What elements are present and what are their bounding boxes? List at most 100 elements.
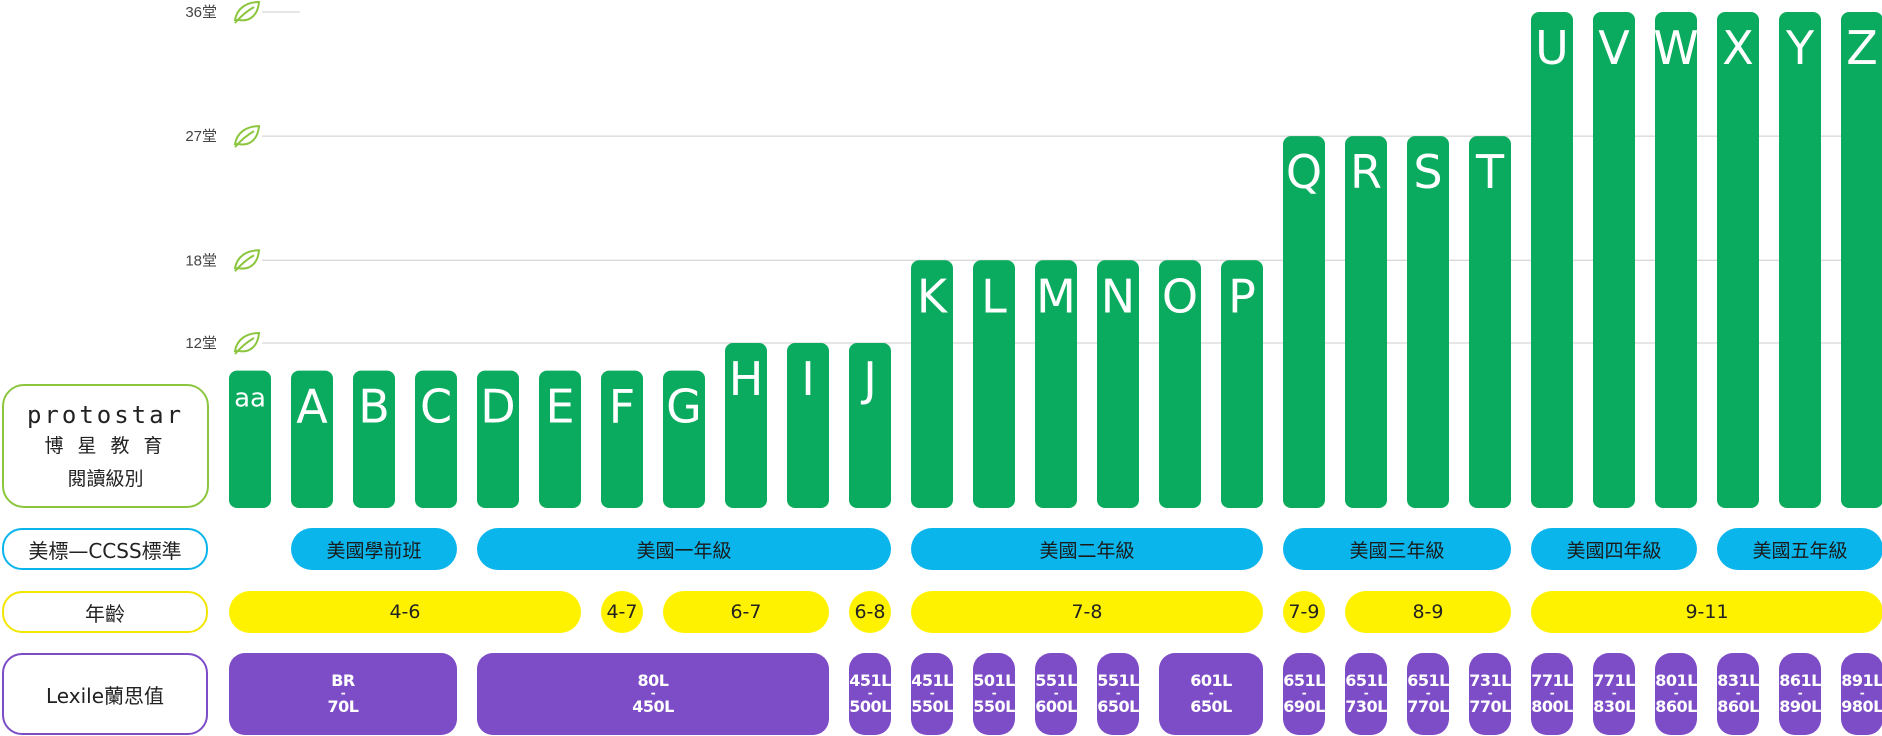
ccss-grade-label: 美國二年級 (1039, 539, 1135, 562)
level-bar-d (477, 370, 519, 508)
lexile-max: 70L (327, 696, 359, 716)
lexile-max: 770L (1407, 696, 1449, 716)
lexile-dash: - (1611, 686, 1617, 701)
lexile-min: 771L (1531, 671, 1573, 691)
ccss-grade-label: 美國一年級 (636, 539, 732, 562)
age-range-pill: 6-8 (849, 591, 891, 633)
age-range-label: 7-8 (1071, 601, 1103, 623)
lexile-dash: - (929, 686, 935, 701)
lexile-max: 800L (1531, 696, 1573, 716)
lexile-max: 650L (1097, 696, 1139, 716)
ccss-grade-label: 美國學前班 (326, 539, 422, 562)
level-letter: A (296, 380, 328, 434)
level-letter: aa (234, 384, 266, 414)
lexile-dash: - (867, 686, 873, 701)
lexile-max: 980L (1841, 696, 1882, 716)
lexile-range-pill: 601L -650L (1159, 653, 1263, 735)
lexile-min: 80L (637, 671, 669, 691)
lexile-range-pill: 651L -690L (1283, 653, 1325, 735)
lexile-range-pill: 501L -550L (973, 653, 1015, 735)
lexile-max: 860L (1655, 696, 1697, 716)
leaf-icon (233, 0, 261, 24)
leaf-icon (233, 331, 261, 355)
ccss-grade-pill: 美國二年級 (911, 528, 1263, 570)
level-bar-n (1097, 260, 1139, 508)
level-bar-p (1221, 260, 1263, 508)
lexile-range-pill: 551L -600L (1035, 653, 1077, 735)
level-bar-g (663, 370, 705, 508)
level-letter: T (1475, 145, 1505, 199)
lexile-range-pill: 80L -450L (477, 653, 829, 735)
lexile-max: 860L (1717, 696, 1759, 716)
level-bar-h (725, 343, 767, 508)
lexile-max: 450L (632, 696, 674, 716)
ccss-grade-pill: 美國三年級 (1283, 528, 1511, 570)
brand-chinese-name: 博 星 教 育 (44, 435, 167, 457)
level-letter: G (666, 380, 702, 434)
lexile-range-pill: 801L -860L (1655, 653, 1697, 735)
lexile-min: 891L (1841, 671, 1882, 691)
level-letter: C (420, 380, 452, 434)
lexile-range-pill: 551L -650L (1097, 653, 1139, 735)
level-letter: X (1722, 21, 1754, 75)
lexile-range-pill: 891L -980L (1841, 653, 1882, 735)
level-bar-t (1469, 136, 1511, 508)
lexile-range-pill: 651L -730L (1345, 653, 1387, 735)
age-range-label: 7-9 (1288, 601, 1320, 623)
leaf-icon (233, 125, 261, 148)
level-bar-aa (229, 370, 271, 508)
age-range-label: 4-7 (606, 601, 638, 623)
lexile-max: 650L (1190, 696, 1232, 716)
age-range-label: 6-8 (854, 601, 886, 623)
lexile-min: 651L (1407, 671, 1449, 691)
lexile-min: 451L (911, 671, 953, 691)
level-bar-k (911, 260, 953, 508)
brand-name: protostar (26, 401, 185, 429)
level-letter: N (1101, 269, 1135, 323)
lexile-row-label: Lexile蘭思值 (2, 653, 208, 735)
lexile-min: 801L (1655, 671, 1697, 691)
ccss-grade-pill: 美國一年級 (477, 528, 891, 570)
level-bar-z (1841, 12, 1882, 508)
level-letter: Q (1286, 145, 1322, 199)
lexile-dash: - (1549, 686, 1555, 701)
age-range-pill: 7-9 (1283, 591, 1325, 633)
level-letter: S (1413, 145, 1442, 199)
level-bar-f (601, 370, 643, 508)
lexile-range-pill: 771L -800L (1531, 653, 1573, 735)
lexile-dash: - (1797, 686, 1803, 701)
level-bar-r (1345, 136, 1387, 508)
lexile-min: 831L (1717, 671, 1759, 691)
level-letter: H (729, 352, 764, 406)
age-range-pill: 6-7 (663, 591, 829, 633)
lexile-min: 651L (1345, 671, 1387, 691)
level-bar-q (1283, 136, 1325, 508)
age-row-label: 年齡 (2, 591, 208, 633)
lexile-max: 690L (1283, 696, 1325, 716)
level-bar-l (973, 260, 1015, 508)
level-bar-m (1035, 260, 1077, 508)
lexile-min: 551L (1035, 671, 1077, 691)
age-range-label: 9-11 (1685, 601, 1729, 623)
reading-level-heading: 閱讀級別 (67, 468, 144, 490)
lexile-max: 890L (1779, 696, 1821, 716)
level-bar-b (353, 370, 395, 508)
ccss-grade-pill: 美國四年級 (1531, 528, 1697, 570)
lexile-range-pill: 451L -500L (849, 653, 891, 735)
lexile-min: 651L (1283, 671, 1325, 691)
level-bar-e (539, 370, 581, 508)
level-letter: V (1598, 21, 1630, 75)
lexile-range-pill: 651L -770L (1407, 653, 1449, 735)
level-letter: F (609, 380, 635, 434)
lexile-dash: - (1735, 686, 1741, 701)
level-bar-o (1159, 260, 1201, 508)
lexile-range-pill: BR -70L (229, 653, 457, 735)
level-letter: Y (1785, 21, 1815, 75)
age-range-pill: 4-6 (229, 591, 581, 633)
level-bar-w (1655, 12, 1697, 508)
ccss-grade-pill: 美國五年級 (1717, 528, 1882, 570)
level-letter: O (1162, 269, 1198, 323)
age-range-pill: 7-8 (911, 591, 1263, 633)
lexile-min: 771L (1593, 671, 1635, 691)
lexile-min: 451L (849, 671, 891, 691)
